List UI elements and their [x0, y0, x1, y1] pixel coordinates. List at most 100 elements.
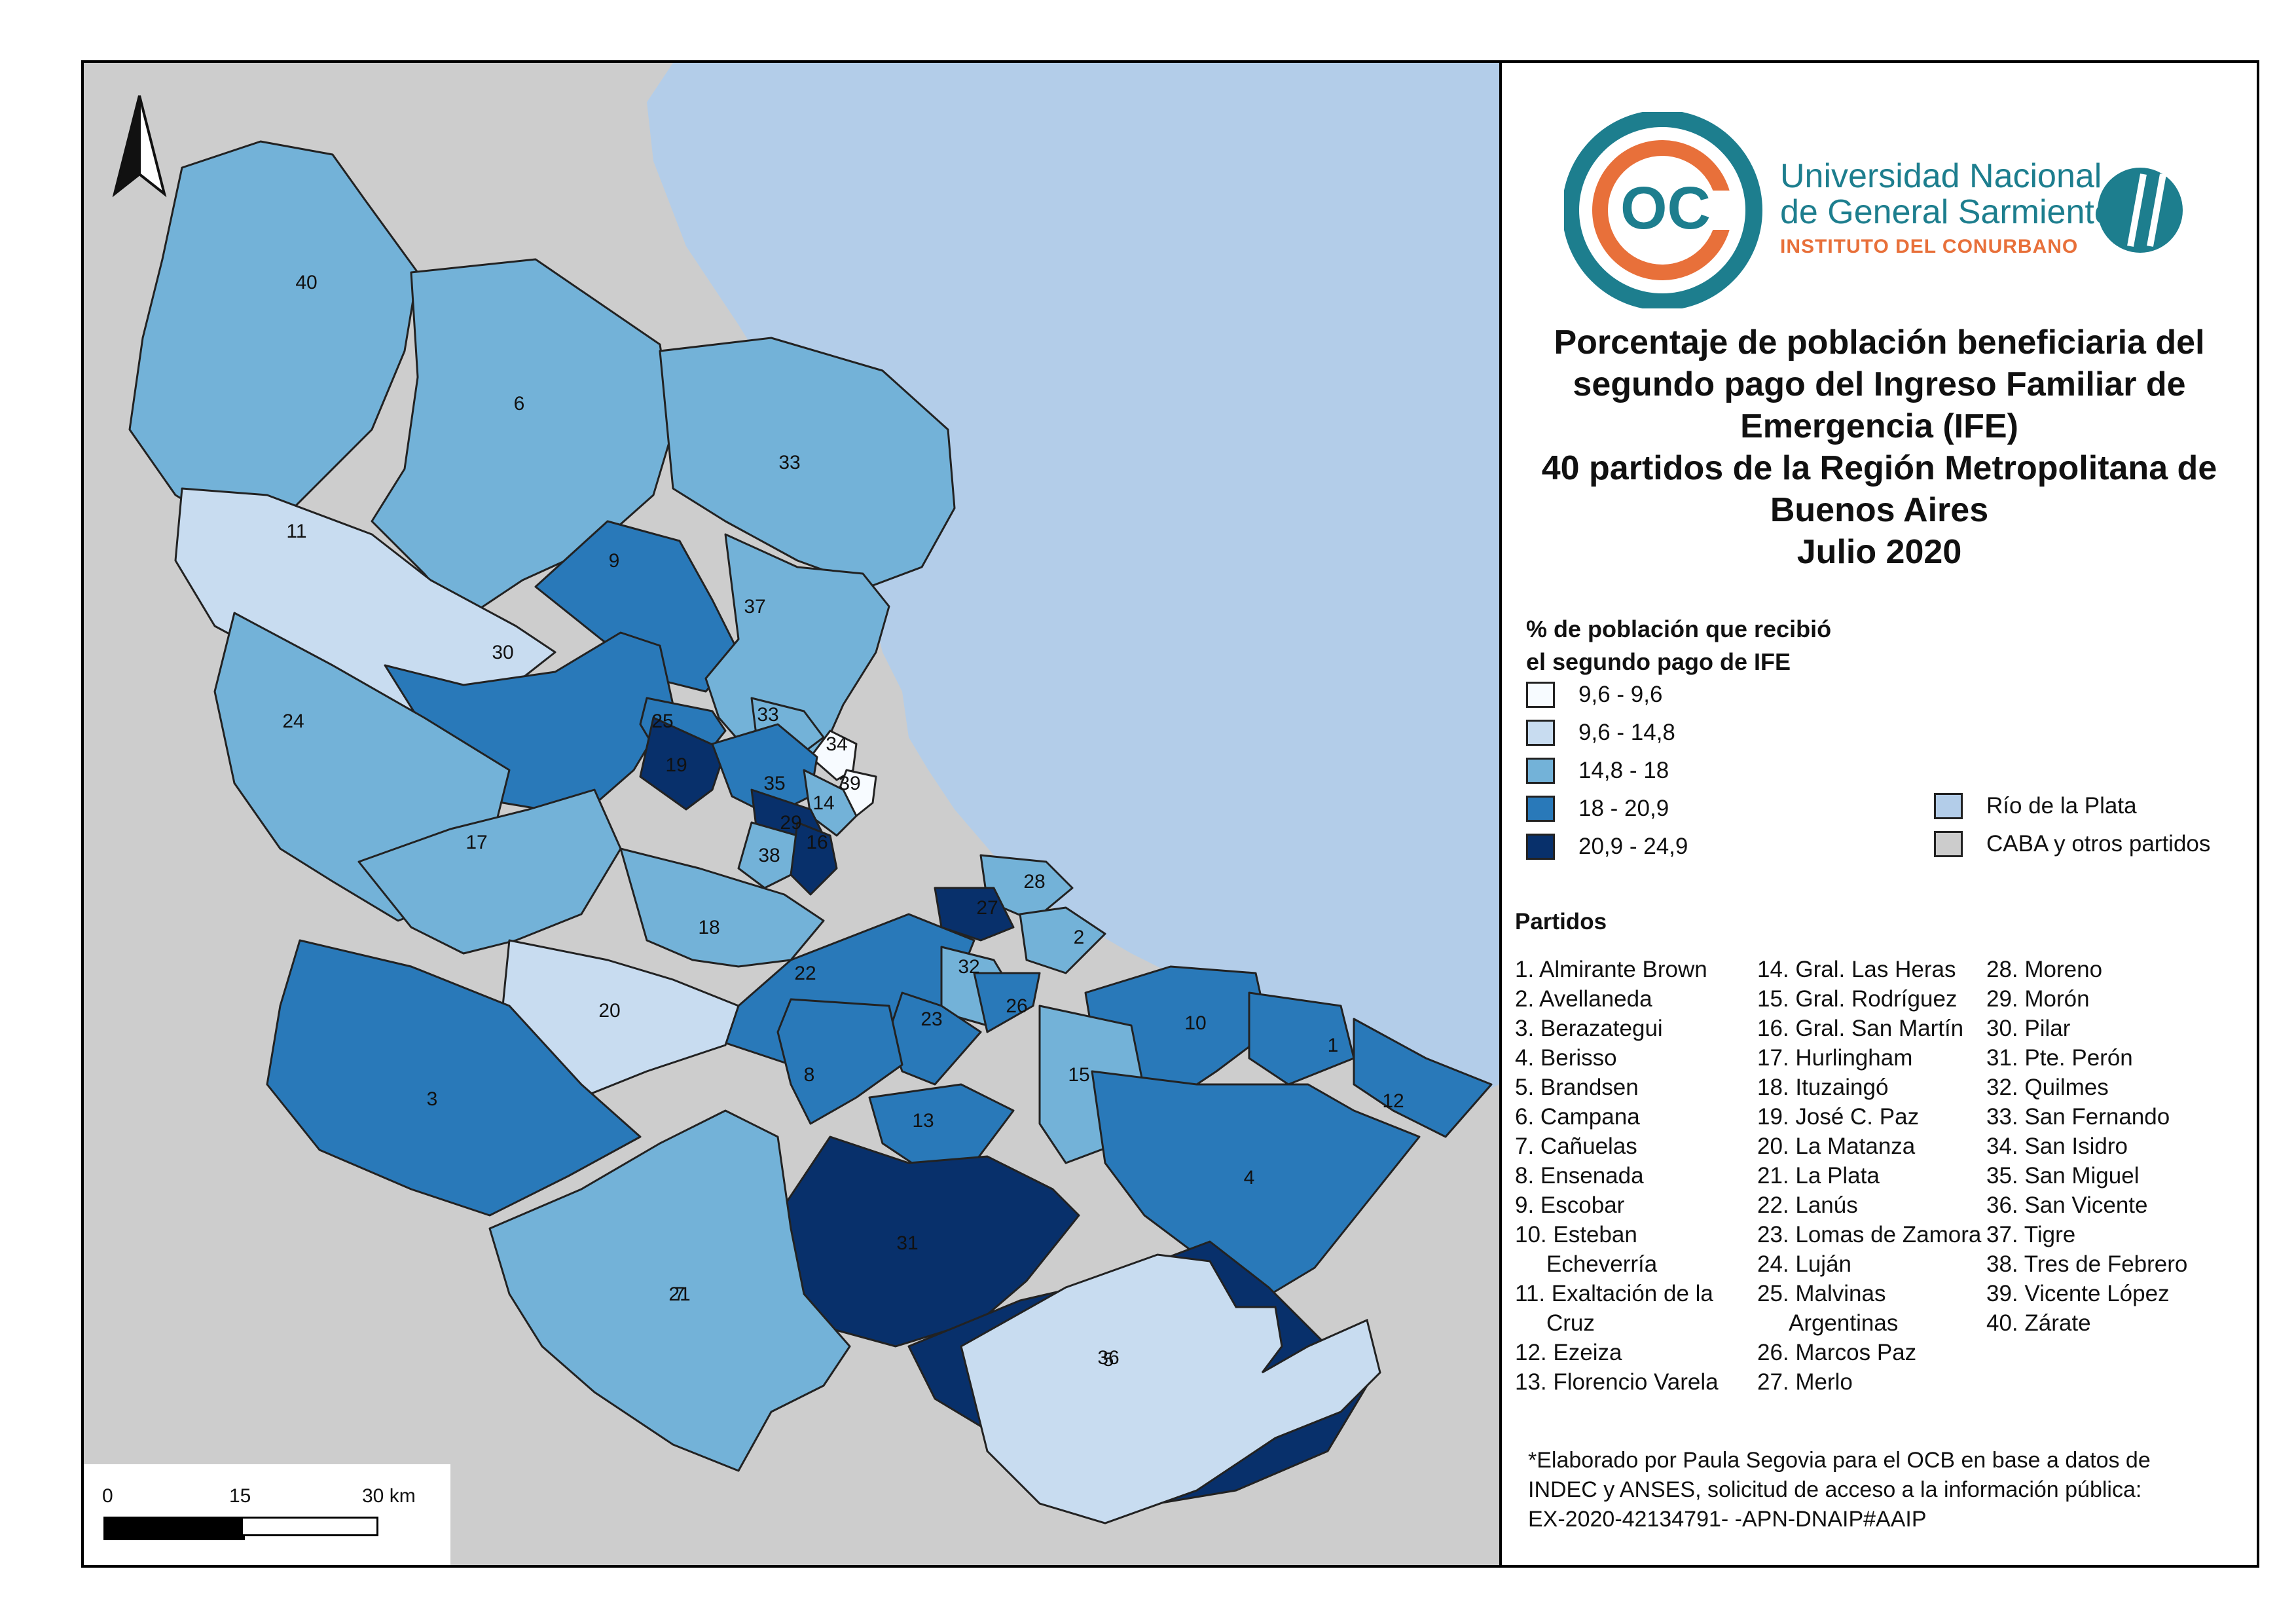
partido-label-25: 25: [651, 710, 673, 732]
map-title-line: Julio 2020: [1796, 533, 1962, 571]
partidos-heading: Partidos: [1515, 909, 1607, 934]
partido-list-item: 36. San Vicente: [1986, 1192, 2148, 1218]
partido-list-item: 19. José C. Paz: [1757, 1104, 1920, 1130]
partido-list-item: 12. Ezeiza: [1515, 1340, 1622, 1365]
partido-shape-5: [960, 1253, 1381, 1524]
partido-label-33: 33: [757, 704, 778, 726]
partido-shape-8: [776, 998, 903, 1125]
partido-list-item: Argentinas: [1789, 1310, 1899, 1336]
partido-list-item: 2. Avellaneda: [1515, 986, 1652, 1012]
partido-label-16: 16: [806, 832, 828, 853]
partido-label-9: 9: [609, 550, 620, 572]
credit-note: *Elaborado por Paula Segovia para el OCB…: [1528, 1446, 2235, 1534]
partido-list-item: 11. Exaltación de la: [1515, 1281, 1713, 1306]
partido-list-item: 6. Campana: [1515, 1104, 1640, 1130]
partido-label-4: 4: [1244, 1167, 1255, 1189]
partido-label-1: 1: [1328, 1035, 1339, 1056]
partido-list-item: 1. Almirante Brown: [1515, 957, 1707, 982]
partido-label-21: 21: [668, 1283, 690, 1305]
partido-list-item: 17. Hurlingham: [1757, 1045, 1913, 1071]
partido-list-item: 8. Ensenada: [1515, 1163, 1644, 1189]
legend-class-label: 20,9 - 24,9: [1578, 834, 1688, 859]
logo-mark-text: OC: [1620, 175, 1711, 242]
map-title-line: segundo pago del Ingreso Familiar de: [1573, 365, 2186, 403]
partido-list-item: 26. Marcos Paz: [1757, 1340, 1917, 1365]
scale-bar-white: [241, 1517, 378, 1536]
partido-label-33: 33: [778, 452, 800, 473]
legend-class-label: 9,6 - 14,8: [1578, 720, 1675, 745]
partido-list-item: Cruz: [1546, 1310, 1595, 1336]
partido-label-3: 3: [427, 1088, 438, 1110]
partido-list-item: 18. Ituzaingó: [1757, 1075, 1889, 1100]
partido-label-15: 15: [1068, 1064, 1089, 1086]
partido-list-item: 37. Tigre: [1986, 1222, 2076, 1247]
legend-class-swatch: [1526, 720, 1555, 746]
scale-label-0: 0: [102, 1485, 113, 1507]
partido-label-10: 10: [1184, 1012, 1206, 1034]
legend-panel: OC Universidad Nacional de General Sarmi…: [1502, 63, 2257, 1565]
partido-shape-3: [266, 939, 642, 1217]
partido-list-item: 5. Brandsen: [1515, 1075, 1639, 1100]
partido-label-34: 34: [826, 733, 847, 755]
legend-title-line: % de población que recibió: [1526, 616, 1832, 642]
partido-list-item: 40. Zárate: [1986, 1310, 2091, 1336]
partido-list-item: 21. La Plata: [1757, 1163, 1880, 1189]
logo-line2: de General Sarmiento: [1780, 193, 2113, 231]
partido-label-30: 30: [492, 642, 513, 663]
partido-label-5: 5: [1103, 1349, 1114, 1371]
river-shape: [647, 63, 1499, 1098]
partido-label-6: 6: [514, 393, 525, 415]
partido-shape-4: [1091, 1070, 1421, 1308]
partido-label-7: 7: [674, 1283, 685, 1305]
partido-shape-21: [488, 1109, 851, 1472]
partido-list-item: 32. Quilmes: [1986, 1075, 2109, 1100]
legend-title: % de población que recibió el segundo pa…: [1526, 613, 1893, 678]
partido-label-8: 8: [804, 1064, 815, 1086]
partido-shape-16: [790, 821, 838, 896]
partido-list-item: 24. Luján: [1757, 1251, 1852, 1277]
partido-list-item: 4. Berisso: [1515, 1045, 1617, 1071]
partido-label-39: 39: [839, 773, 860, 794]
partido-label-12: 12: [1382, 1090, 1404, 1112]
partido-label-22: 22: [794, 963, 816, 984]
swatch-rio: [1934, 793, 1963, 819]
partido-label-13: 13: [912, 1110, 934, 1132]
scale-label-30: 30 km: [362, 1485, 416, 1507]
scale-bar: 0 15 30 km: [84, 1464, 450, 1565]
partido-list-item: 3. Berazategui: [1515, 1016, 1663, 1041]
legend-class-swatch: [1526, 834, 1555, 860]
legend-class-item: 18 - 20,9: [1526, 794, 1669, 824]
legend-class-item: 9,6 - 14,8: [1526, 718, 1675, 748]
partido-list-item: 27. Merlo: [1757, 1369, 1853, 1395]
rio-de-la-plata: [647, 63, 1499, 1098]
partido-list-item: 16. Gral. San Martín: [1757, 1016, 1964, 1041]
partido-list-item: 23. Lomas de Zamora: [1757, 1222, 1982, 1247]
legend-class-label: 9,6 - 9,6: [1578, 682, 1663, 707]
partido-shape-27: [934, 887, 1015, 942]
partido-label-37: 37: [744, 596, 765, 618]
partido-label-11: 11: [286, 521, 306, 542]
credit-line: *Elaborado por Paula Segovia para el OCB…: [1528, 1448, 2151, 1473]
partido-label-38: 38: [758, 845, 780, 866]
partido-label-40: 40: [295, 272, 317, 293]
map-title-line: Buenos Aires: [1770, 491, 1989, 529]
scale-label-15: 15: [229, 1485, 251, 1507]
logo-line3: INSTITUTO DEL CONURBANO: [1780, 236, 2078, 257]
map-title: Porcentaje de población beneficiaria del…: [1528, 322, 2231, 573]
partidos-list-col2: 14. Gral. Las Heras 15. Gral. Rodríguez 16…: [1757, 955, 1981, 1397]
partido-list-item: 15. Gral. Rodríguez: [1757, 986, 1958, 1012]
logo-line1: Universidad Nacional: [1780, 157, 2102, 195]
map-panel: 40 6 33 11 9 37 30 25 33 34 19 39 24 35 14 29 17 38 16 18 28…: [84, 63, 1499, 1565]
partidos-list-col1: 1. Almirante Brown 2. Avellaneda 3. Beraza…: [1515, 955, 1719, 1397]
partido-label-23: 23: [920, 1008, 942, 1030]
partido-list-item: 13. Florencio Varela: [1515, 1369, 1719, 1395]
partido-label-31: 31: [896, 1232, 918, 1254]
legend-class-item: 20,9 - 24,9: [1526, 832, 1688, 862]
legend-label-caba: CABA y otros partidos: [1986, 831, 2211, 857]
partido-label-28: 28: [1023, 871, 1045, 893]
partido-list-item: 33. San Fernando: [1986, 1104, 2170, 1130]
legend-class-label: 14,8 - 18: [1578, 758, 1669, 783]
partido-list-item: 34. San Isidro: [1986, 1134, 2128, 1159]
